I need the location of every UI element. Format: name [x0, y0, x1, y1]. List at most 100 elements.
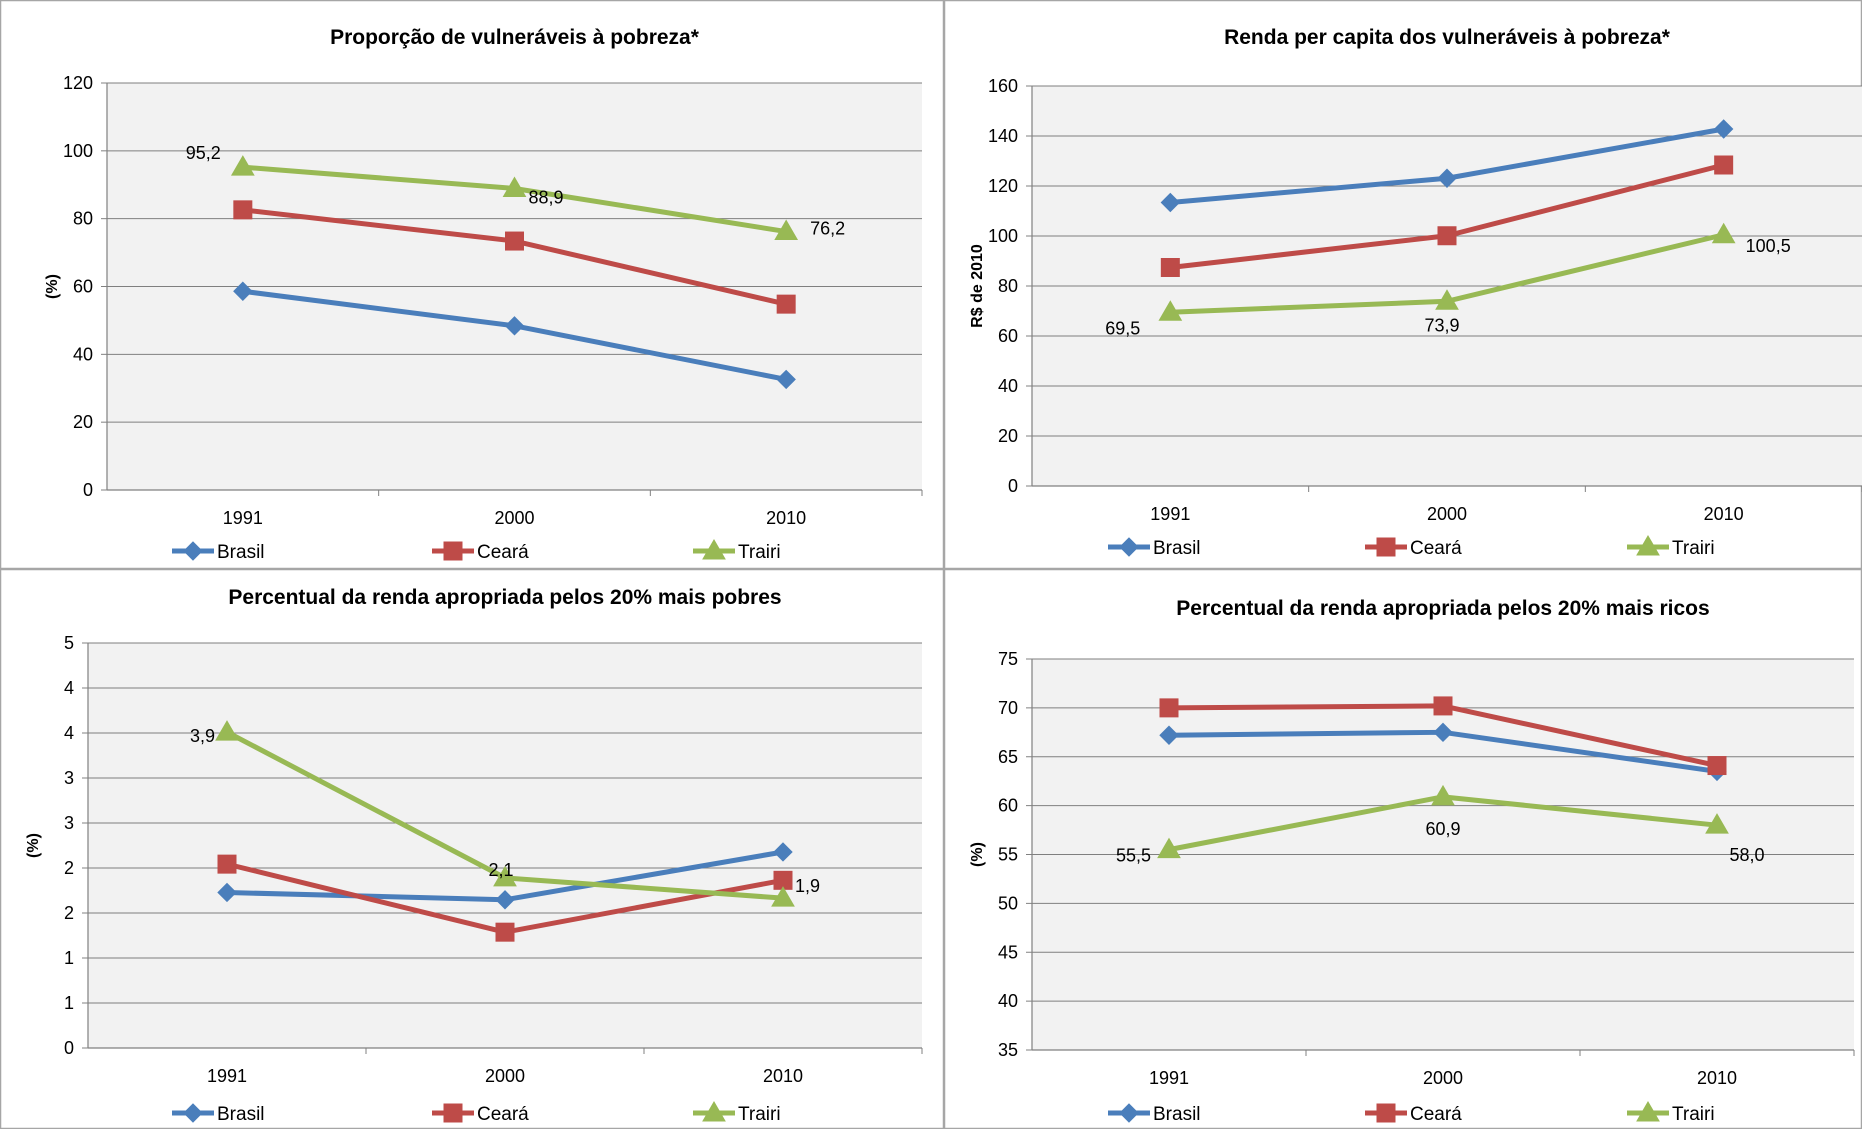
data-point	[1713, 119, 1734, 139]
legend-marker	[1636, 1101, 1660, 1122]
data-point	[502, 176, 527, 197]
data-point	[1437, 226, 1457, 246]
y-tick-label: 0	[1008, 476, 1018, 496]
y-tick-label: 80	[73, 209, 93, 229]
data-label: 2,1	[488, 860, 513, 880]
y-tick-label: 120	[988, 176, 1018, 196]
data-point	[505, 231, 524, 251]
data-label: 100,5	[1746, 236, 1791, 256]
y-tick-label: 60	[73, 277, 93, 297]
x-tick-label: 2000	[1423, 1068, 1463, 1088]
data-point	[504, 316, 525, 336]
data-label: 95,2	[186, 143, 221, 163]
data-point	[776, 369, 796, 390]
legend-marker	[1376, 1103, 1396, 1123]
data-label: 69,5	[1105, 318, 1140, 338]
y-tick-label: 55	[998, 845, 1018, 865]
data-label: 55,5	[1116, 846, 1151, 866]
legend-marker	[1636, 535, 1660, 556]
y-tick-label: 3	[64, 813, 74, 833]
y-tick-label: 1	[64, 993, 74, 1013]
data-label: 1,9	[795, 876, 820, 896]
x-tick-label: 2010	[766, 508, 806, 528]
data-point	[215, 720, 239, 741]
y-tick-label: 20	[998, 426, 1018, 446]
chart-panel-4: Percentual da renda apropriada pelos 20%…	[943, 568, 1862, 1129]
data-point	[1714, 155, 1734, 175]
y-tick-label: 70	[998, 698, 1018, 718]
x-tick-label: 1991	[1150, 504, 1190, 524]
y-tick-label: 4	[64, 678, 74, 698]
legend-marker	[702, 539, 726, 560]
legend-label: Brasil	[1153, 1104, 1201, 1125]
data-point	[217, 882, 237, 903]
chart-title: Proporção de vulneráveis à pobreza*	[330, 26, 700, 49]
data-point	[771, 886, 795, 907]
y-tick-label: 60	[998, 326, 1018, 346]
y-tick-label: 140	[988, 126, 1018, 146]
y-tick-label: 5	[64, 633, 74, 653]
legend-label: Ceará	[1410, 1104, 1462, 1125]
y-tick-label: 4	[64, 723, 74, 743]
data-point	[495, 890, 515, 910]
legend-marker	[1119, 1103, 1139, 1123]
data-label: 88,9	[529, 187, 564, 207]
data-point	[1158, 300, 1183, 321]
legend-label: Trairi	[1672, 1104, 1715, 1125]
y-tick-label: 0	[83, 480, 93, 500]
data-point	[1435, 289, 1459, 310]
y-tick-label: 160	[988, 76, 1018, 96]
y-axis-label: (%)	[44, 274, 61, 299]
legend-label: Brasil	[217, 542, 265, 563]
y-tick-label: 80	[998, 276, 1018, 296]
data-point	[495, 922, 515, 942]
y-tick-label: 1	[64, 948, 74, 968]
data-point	[493, 865, 517, 887]
chart-title: Percentual da renda apropriada pelos 20%…	[228, 586, 781, 609]
legend-marker	[443, 1103, 463, 1123]
data-label: 60,9	[1425, 819, 1460, 839]
data-point	[776, 294, 796, 314]
chart-title: Percentual da renda apropriada pelos 20%…	[1176, 597, 1709, 620]
x-tick-label: 1991	[1149, 1068, 1189, 1088]
chart-panel-3: Percentual da renda apropriada pelos 20%…	[0, 568, 945, 1129]
x-tick-label: 2010	[1697, 1068, 1737, 1088]
legend-label: Trairi	[1672, 538, 1715, 559]
x-tick-label: 1991	[223, 508, 263, 528]
data-point	[1160, 192, 1181, 213]
y-tick-label: 100	[988, 226, 1018, 246]
y-tick-label: 3	[64, 768, 74, 788]
plot-area	[88, 643, 922, 1048]
legend-label: Ceará	[477, 1104, 529, 1125]
data-point	[230, 155, 255, 176]
legend-marker	[1119, 537, 1139, 557]
y-tick-label: 20	[73, 412, 93, 432]
legend-label: Brasil	[217, 1104, 265, 1125]
y-tick-label: 50	[998, 893, 1018, 913]
y-axis-label: R$ de 2010	[969, 244, 986, 328]
data-label: 3,9	[190, 726, 215, 746]
data-point	[774, 219, 799, 241]
data-point	[1707, 756, 1727, 776]
y-tick-label: 40	[73, 344, 93, 364]
data-point	[1159, 725, 1179, 745]
x-tick-label: 2000	[485, 1066, 525, 1086]
data-point	[217, 854, 237, 874]
x-tick-label: 2000	[1427, 504, 1467, 524]
x-tick-label: 2000	[494, 508, 534, 528]
data-point	[1705, 813, 1729, 834]
chart-panel-1: Proporção de vulneráveis à pobreza* 0 20 40…	[0, 0, 945, 570]
data-label: 58,0	[1729, 845, 1764, 865]
y-tick-label: 45	[998, 942, 1018, 962]
y-axis-label: (%)	[25, 833, 42, 858]
y-tick-label: 2	[64, 858, 74, 878]
legend-marker	[702, 1101, 726, 1122]
legend-marker	[443, 541, 463, 561]
legend-marker	[183, 541, 203, 561]
data-point	[1433, 696, 1453, 716]
legend-label: Trairi	[738, 542, 781, 563]
legend-label: Ceará	[1410, 538, 1462, 559]
x-tick-label: 1991	[207, 1066, 247, 1086]
